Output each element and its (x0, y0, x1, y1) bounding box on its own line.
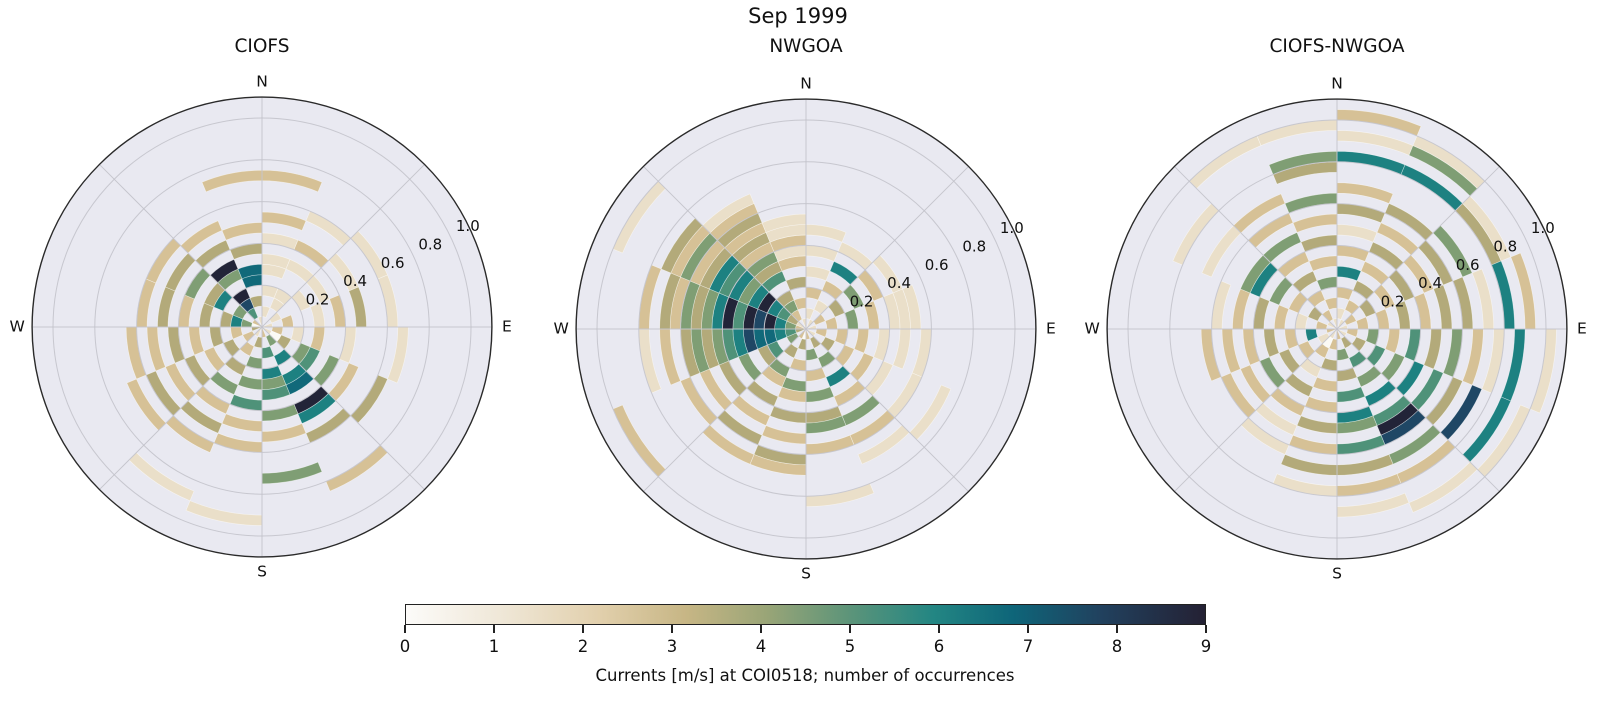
colorbar-tick-label: 9 (1200, 637, 1212, 656)
polar-cell (857, 424, 910, 465)
cardinal-label-w: W (1084, 320, 1099, 338)
radial-tick-label: 1.0 (1531, 219, 1555, 237)
cardinal-labels: N E S W (9, 73, 511, 581)
colorbar-tick-mark (1027, 625, 1029, 633)
colorbar: 0 1 2 3 4 5 6 7 8 9 Currents [m/s] at COI0518; nu… (400, 604, 1211, 694)
radial-tick-labels: 0.2 0.4 0.6 0.8 1.0 (1381, 219, 1555, 310)
radial-tick-label: 0.4 (343, 272, 367, 290)
colorbar-tick-mark (849, 625, 851, 633)
subplot-title-ciofs: CIOFS (234, 36, 290, 57)
polar-plot-ciofs: 0.2 0.4 0.6 0.8 1.0 N E S W (9, 73, 511, 581)
polar-grid (32, 97, 492, 557)
subplot-title-ciofs-nwgoa: CIOFS-NWGOA (1269, 36, 1405, 57)
polar-spine (575, 98, 1037, 560)
radial-tick-label: 1.0 (1000, 219, 1024, 237)
radial-tick-label: 0.4 (887, 274, 911, 292)
cardinal-label-n: N (1331, 75, 1343, 93)
colorbar-tick-label: 0 (399, 637, 411, 656)
radial-tick-label: 0.4 (1418, 274, 1442, 292)
colorbar-tick-mark (1116, 625, 1118, 633)
radial-tick-label: 1.0 (456, 217, 480, 235)
radial-tick-label: 0.2 (1381, 292, 1405, 310)
polar-cell (761, 425, 807, 445)
colorbar-tick-mark (404, 625, 406, 633)
colorbar-tick-mark (671, 625, 673, 633)
radial-tick-label: 0.2 (850, 292, 874, 310)
polar-cell (777, 386, 807, 403)
polar-cell (702, 193, 755, 234)
polar-cell (261, 169, 323, 193)
polar-cell (209, 259, 239, 284)
polar-cells (1172, 109, 1557, 518)
radial-tick-label: 0.8 (1493, 237, 1517, 255)
radial-tick-label: 0.2 (306, 290, 330, 308)
colorbar-tick-label: 7 (1022, 637, 1034, 656)
radial-tick-labels: 0.2 0.4 0.6 0.8 1.0 (306, 217, 480, 308)
colorbar-tick-label: 5 (844, 637, 856, 656)
cardinal-label-n: N (256, 73, 268, 91)
cardinal-label-s: S (1332, 564, 1342, 582)
cardinal-label-s: S (801, 564, 811, 582)
polar-plot-nwgoa: 0.2 0.4 0.6 0.8 1.0 N E S W (553, 75, 1055, 583)
colorbar-tick-label: 3 (666, 637, 678, 656)
radial-tick-label: 0.6 (925, 256, 949, 274)
cardinal-label-e: E (1046, 320, 1056, 338)
subplot-title-nwgoa: NWGOA (769, 36, 843, 57)
cardinal-labels: N E S W (553, 75, 1055, 583)
polar-cell (180, 220, 223, 254)
colorbar-tick-mark (493, 625, 495, 633)
polar-grid (1107, 99, 1567, 559)
colorbar-tick-label: 2 (577, 637, 589, 656)
colorbar-tick-label: 8 (1111, 637, 1123, 656)
colorbar-tick-label: 6 (933, 637, 945, 656)
radial-tick-label: 0.8 (418, 235, 442, 253)
polar-plot-ciofs-nwgoa: 0.2 0.4 0.6 0.8 1.0 N E S W (1084, 75, 1586, 583)
polar-cell (305, 274, 330, 304)
radial-tick-label: 0.6 (381, 254, 405, 272)
polar-spine (1106, 98, 1568, 560)
radial-tick-label: 0.6 (1456, 256, 1480, 274)
cardinal-label-w: W (9, 318, 24, 336)
polar-grid (576, 99, 1036, 559)
colorbar-tick-mark (760, 625, 762, 633)
colorbar-tick-mark (1205, 625, 1207, 633)
radial-tick-label: 0.8 (962, 237, 986, 255)
colorbar-gradient (405, 604, 1206, 625)
cardinal-label-e: E (502, 318, 512, 336)
colorbar-tick-label: 1 (488, 637, 500, 656)
colorbar-axis-label: Currents [m/s] at COI0518; number of occ… (595, 666, 1015, 685)
colorbar-tick-mark (938, 625, 940, 633)
radial-tick-labels: 0.2 0.4 0.6 0.8 1.0 (850, 219, 1024, 310)
cardinal-labels: N E S W (1084, 75, 1586, 583)
cardinal-label-n: N (800, 75, 812, 93)
cardinal-label-e: E (1577, 320, 1587, 338)
cardinal-label-s: S (257, 562, 267, 580)
polar-spine (31, 96, 493, 558)
colorbar-tick-label: 4 (755, 637, 767, 656)
polar-cell (261, 211, 307, 231)
cardinal-label-w: W (553, 320, 568, 338)
colorbar-tick-mark (582, 625, 584, 633)
figure-title: Sep 1999 (748, 4, 848, 28)
polar-cells (125, 169, 409, 526)
